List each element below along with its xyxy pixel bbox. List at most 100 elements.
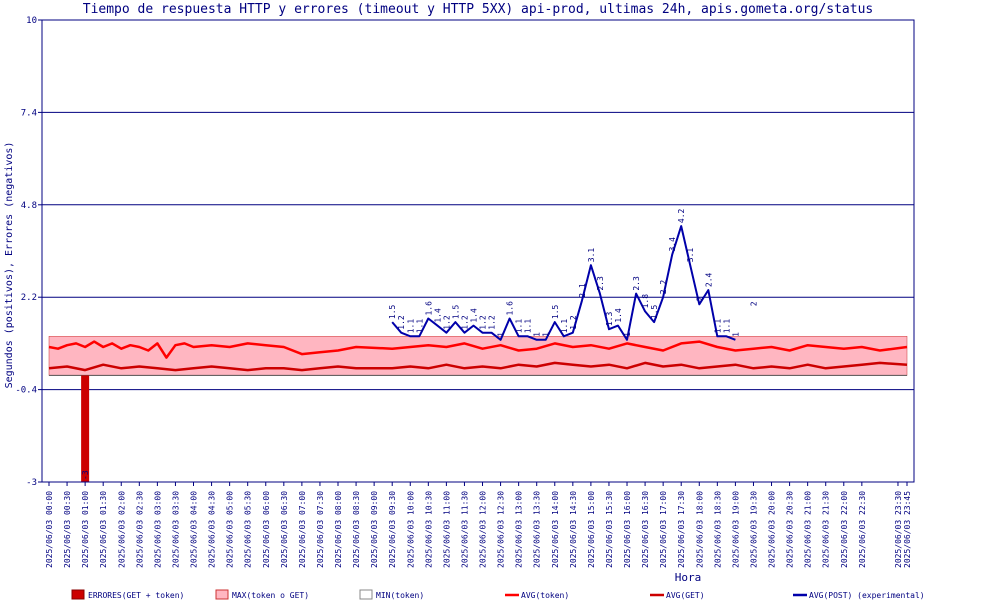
post-point-label: 1.6 [424, 301, 433, 316]
plot-frame [41, 19, 915, 483]
x-tick-label: 2025/06/03 18:30 [713, 491, 722, 568]
post-point-label: 1.1 [713, 319, 722, 334]
y-tick-label: 4.8 [21, 201, 37, 211]
post-point-label: 4.2 [677, 208, 686, 223]
x-tick-label: 2025/06/03 14:30 [569, 491, 578, 568]
x-tick-label: 2025/06/03 12:30 [497, 491, 506, 568]
post-point-label: 1.3 [605, 312, 614, 327]
x-tick-label: 2025/06/03 13:30 [533, 491, 542, 568]
annotation-label: 2 [749, 301, 758, 306]
post-point-label: 1.1 [415, 319, 424, 334]
post-point-label: 3.4 [668, 237, 677, 252]
x-tick-label: 2025/06/03 03:30 [171, 491, 180, 568]
x-tick-label: 2025/06/03 11:30 [460, 491, 469, 568]
series-line-0 [48, 340, 908, 359]
post-point-label: 1.2 [460, 315, 469, 330]
x-tick-label: 2025/06/03 10:00 [406, 491, 415, 568]
post-point-label: 1.4 [433, 308, 442, 323]
x-tick-label: 2025/06/03 01:00 [81, 491, 90, 568]
series-line-1 [48, 361, 908, 372]
x-tick-label: 2025/06/03 20:30 [786, 491, 795, 568]
x-tick-label: 2025/06/03 11:00 [442, 491, 451, 568]
post-point-label: 1.5 [551, 304, 560, 319]
legend-label: ERRORES(GET + token) [88, 591, 184, 600]
x-tick-label: 2025/06/03 02:30 [135, 491, 144, 568]
post-point-label: 1.2 [488, 315, 497, 330]
post-point-label: 1.5 [451, 304, 460, 319]
legend-swatch [71, 589, 85, 600]
x-tick-label: 2025/06/03 05:00 [226, 491, 235, 568]
x-tick-label: 2025/06/03 04:30 [208, 491, 217, 568]
x-tick-label: 2025/06/03 07:00 [298, 491, 307, 568]
error-bar [81, 375, 90, 482]
x-tick-label: 2025/06/03 16:30 [641, 491, 650, 568]
x-tick-label: 2025/06/03 16:00 [623, 491, 632, 568]
x-tick-label: 2025/06/03 08:30 [352, 491, 361, 568]
post-point-label: 1.2 [569, 315, 578, 330]
x-tick-label: 2025/06/03 00:00 [45, 491, 54, 568]
x-tick-label: 2025/06/03 02:00 [117, 491, 126, 568]
post-point-label: 1.2 [397, 315, 406, 330]
x-tick-label: 2025/06/03 23:30 [894, 491, 903, 568]
post-point-label: 1.6 [506, 301, 515, 316]
post-point-label: 2.3 [596, 276, 605, 291]
post-point-label: 1.1 [524, 319, 533, 334]
post-point-label: 1 [533, 332, 542, 337]
x-tick-label: 2025/06/03 00:30 [63, 491, 72, 568]
post-point-label: 1.5 [650, 304, 659, 319]
legend-swatch [359, 589, 373, 600]
x-tick-label: 2025/06/03 04:00 [190, 491, 199, 568]
post-point-label: 1 [542, 332, 551, 337]
x-axis-label: Hora [675, 571, 702, 584]
x-tick-label: 2025/06/03 17:00 [659, 491, 668, 568]
error-bar-label: -3 [81, 470, 90, 480]
x-tick-label: 2025/06/03 20:00 [768, 491, 777, 568]
post-point-label: 1.1 [560, 319, 569, 334]
x-tick-label: 2025/06/03 03:00 [153, 491, 162, 568]
x-tick-label: 2025/06/03 10:30 [424, 491, 433, 568]
post-point-label: 1.4 [614, 308, 623, 323]
post-point-label: 2.2 [659, 280, 668, 295]
y-axis-ticks: -3 -0.4 2.2 4.8 7.4 10 [15, 16, 42, 488]
x-tick-label: 2025/06/03 15:30 [605, 491, 614, 568]
legend-label: AVG(GET) [666, 591, 705, 600]
post-point-label: 3.1 [686, 248, 695, 263]
x-tick-label: 2025/06/03 14:00 [551, 491, 560, 568]
y-axis-label: Segundos (positivos), Errores (negativos… [4, 142, 15, 389]
x-axis-ticks: 2025/06/03 00:00 2025/06/03 00:30 2025/06/… [45, 482, 912, 568]
post-point-label: 2.3 [632, 276, 641, 291]
x-tick-label: 2025/06/03 06:30 [280, 491, 289, 568]
post-point-label: 2.4 [704, 272, 713, 287]
legend-label: AVG(token) [521, 591, 569, 600]
x-tick-label: 2025/06/03 19:00 [731, 491, 740, 568]
series-lines [48, 225, 908, 372]
legend-label: MIN(token) [376, 591, 424, 600]
post-point-label: 2 [695, 296, 704, 301]
x-tick-label: 2025/06/03 01:30 [99, 491, 108, 568]
series-line-2 [391, 225, 736, 341]
y-tick-label: -3 [26, 478, 37, 488]
post-point-label: 1.1 [722, 319, 731, 334]
x-tick-label: 2025/06/03 23:45 [903, 491, 912, 568]
x-tick-label: 2025/06/03 08:00 [334, 491, 343, 568]
post-point-label: 3.1 [587, 248, 596, 263]
x-tick-label: 2025/06/03 12:00 [479, 491, 488, 568]
x-tick-label: 2025/06/03 17:30 [677, 491, 686, 568]
post-point-label: 2.1 [578, 283, 587, 298]
legend-swatch [215, 589, 229, 600]
post-point-label: 1.1 [406, 319, 415, 334]
post-point-label: 1.5 [388, 304, 397, 319]
x-tick-label: 2025/06/03 13:00 [515, 491, 524, 568]
x-tick-label: 2025/06/03 09:30 [388, 491, 397, 568]
legend-label: MAX(token o GET) [232, 591, 309, 600]
legend: ERRORES(GET + token) MAX(token o GET) MIN(… [71, 589, 925, 600]
post-point-label: 1 [497, 332, 506, 337]
y-tick-label: 10 [26, 16, 37, 26]
x-tick-label: 2025/06/03 09:00 [370, 491, 379, 568]
legend-label: AVG(POST) (experimental) [809, 591, 925, 600]
x-tick-label: 2025/06/03 22:00 [840, 491, 849, 568]
y-tick-label: 7.4 [21, 108, 37, 118]
y-tick-label: -0.4 [15, 386, 37, 396]
chart-title: Tiempo de respuesta HTTP y errores (time… [83, 2, 874, 17]
post-point-label: 1.2 [479, 315, 488, 330]
